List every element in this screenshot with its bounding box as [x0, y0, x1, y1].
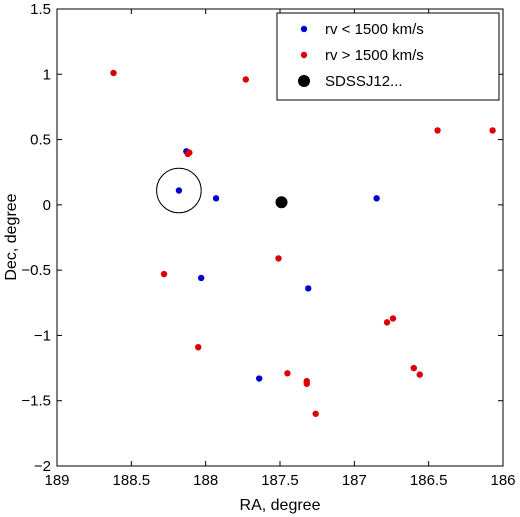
- legend-label: SDSSJ12...: [325, 73, 403, 90]
- legend: rv < 1500 km/s rv > 1500 km/s SDSSJ12...: [276, 12, 500, 101]
- ticks-layer: 189 188.5 188 187.5 187 186.5 186 −2 −1.5 −1 −0.5 0…: [21, 1, 515, 489]
- data-point: [212, 195, 220, 202]
- data-point: [110, 69, 117, 77]
- x-tick-label: 186: [490, 472, 515, 489]
- data-point: [184, 150, 192, 158]
- legend-label: rv < 1500 km/s: [325, 21, 424, 38]
- data-point: [284, 370, 291, 377]
- data-point: [195, 343, 202, 351]
- legend-label: rv > 1500 km/s: [325, 47, 424, 64]
- data-point: [303, 380, 310, 387]
- legend-box: [276, 12, 500, 101]
- x-tick-label: 188: [193, 472, 218, 489]
- legend-marker: [300, 25, 308, 33]
- y-tick-label: 1.5: [30, 1, 51, 18]
- x-axis-label: RA, degree: [240, 497, 321, 514]
- y-tick-label: 0.5: [30, 132, 51, 149]
- data-point: [312, 410, 319, 417]
- points-layer: [110, 69, 496, 417]
- data-point: [489, 127, 496, 134]
- data-point: [242, 76, 250, 83]
- data-point: [434, 127, 441, 134]
- data-point: [198, 274, 205, 282]
- data-point: [255, 375, 263, 382]
- x-tick-label: 187: [342, 472, 367, 489]
- x-tick-label: 188.5: [113, 472, 151, 489]
- data-point: [416, 371, 423, 378]
- x-tick-label: 189: [44, 472, 69, 489]
- highlight-circle: [156, 167, 202, 214]
- data-point: [275, 196, 288, 209]
- y-tick-label: −0.5: [21, 262, 51, 279]
- data-point: [175, 187, 183, 194]
- y-tick-label: 0: [43, 197, 51, 214]
- y-tick-label: −1.5: [21, 393, 51, 410]
- y-axis-label: Dec, degree: [3, 193, 20, 280]
- annotation-layer: [156, 167, 202, 214]
- data-point: [410, 364, 417, 372]
- data-point: [275, 255, 282, 262]
- x-tick-label: 187.5: [261, 472, 299, 489]
- data-point: [389, 315, 397, 322]
- plot-area-frame: [56, 8, 504, 467]
- y-tick-label: −2: [34, 458, 51, 475]
- data-point: [305, 285, 312, 292]
- y-tick-label: 1: [43, 66, 51, 83]
- legend-marker: [300, 51, 308, 59]
- x-tick-label: 186.5: [410, 472, 448, 489]
- y-tick-label: −1: [34, 327, 51, 344]
- data-point: [383, 319, 391, 326]
- legend-marker: [298, 75, 310, 87]
- data-point: [160, 270, 168, 278]
- data-point: [373, 195, 380, 202]
